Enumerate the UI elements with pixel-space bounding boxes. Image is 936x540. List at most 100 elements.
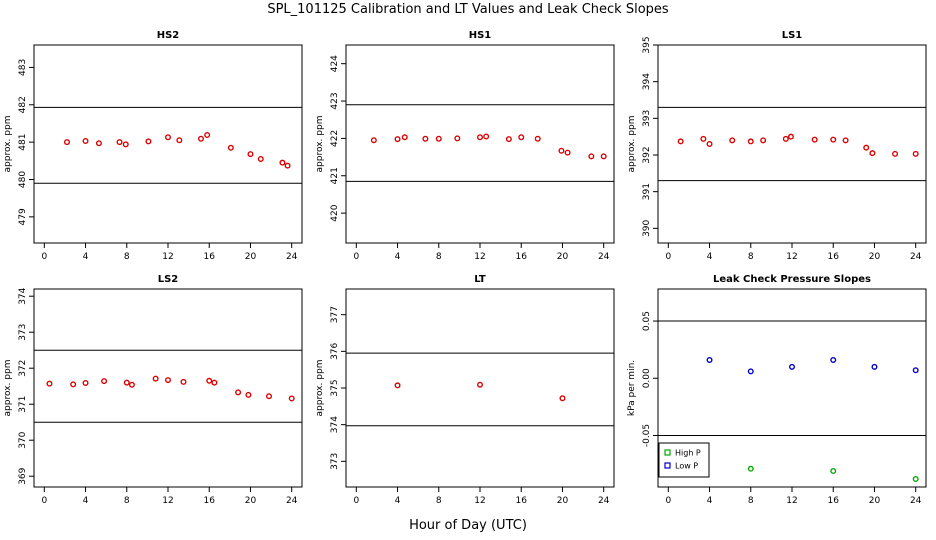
y-tick-label: 371 [18, 396, 28, 413]
data-point [830, 356, 837, 363]
data-point [46, 380, 53, 387]
panel-4: LS2 0 4 8 12 16 20 24 369 370 371 372 373 374 approx. … [3, 274, 303, 506]
data-point [760, 137, 767, 144]
data-point [454, 135, 461, 142]
y-axis-label: approx. ppm [627, 116, 637, 173]
x-tick-label: 4 [83, 252, 89, 262]
y-axis-label: approx. ppm [3, 360, 13, 417]
y-axis-label: approx. ppm [315, 116, 325, 173]
x-tick-label: 4 [83, 496, 89, 506]
y-tick-label: 376 [330, 342, 340, 359]
data-point [534, 135, 541, 142]
y-tick-label: 482 [18, 96, 28, 113]
panel-title: LS1 [782, 30, 803, 41]
legend-box [658, 442, 710, 478]
data-point [830, 467, 837, 474]
y-tick-label: 374 [18, 287, 28, 304]
data-point [284, 162, 291, 169]
data-point [123, 379, 130, 386]
plot-frame [345, 288, 615, 488]
y-tick-label: 483 [18, 59, 28, 76]
y-tick-label: 390 [642, 219, 652, 236]
data-point [477, 381, 484, 388]
y-tick-label: 480 [18, 171, 28, 188]
x-tick-label: 4 [395, 496, 401, 506]
data-point [180, 378, 187, 385]
y-tick-label: 424 [330, 55, 340, 72]
y-tick-label: 369 [18, 467, 28, 484]
data-point [559, 395, 566, 402]
y-tick-label: 394 [642, 73, 652, 90]
data-point [145, 138, 152, 145]
legend-swatch [664, 462, 671, 469]
x-axis-label: Hour of Day (UTC) [409, 518, 527, 533]
data-point [370, 137, 377, 144]
y-tick-label: 479 [18, 208, 28, 225]
y-axis-label: approx. ppm [315, 360, 325, 417]
y-tick-label: 0.00 [642, 368, 652, 388]
data-point [176, 137, 183, 144]
panel-title: LT [474, 274, 486, 285]
x-tick-label: 24 [286, 252, 298, 262]
data-point [483, 133, 490, 140]
x-tick-label: 16 [204, 252, 216, 262]
y-tick-label: 374 [330, 416, 340, 433]
data-point [505, 136, 512, 143]
x-tick-label: 8 [436, 496, 442, 506]
data-point [518, 134, 525, 141]
x-tick-label: 8 [436, 252, 442, 262]
data-point [912, 367, 919, 374]
x-tick-label: 12 [474, 496, 485, 506]
data-point [892, 150, 899, 157]
data-point [63, 139, 70, 146]
data-point [830, 136, 837, 143]
data-point [787, 133, 794, 140]
data-point [266, 393, 273, 400]
data-point [394, 382, 401, 389]
y-tick-label: 370 [18, 431, 28, 448]
data-point [116, 139, 123, 146]
x-tick-label: 0 [41, 252, 47, 262]
data-point [95, 140, 102, 147]
plot-frame [657, 44, 927, 244]
x-tick-label: 16 [516, 496, 528, 506]
x-tick-label: 0 [353, 496, 359, 506]
panel-title: HS1 [469, 30, 492, 41]
y-tick-label: -0.05 [642, 424, 652, 447]
data-point [600, 153, 607, 160]
y-tick-label: 481 [18, 134, 28, 151]
data-point [211, 379, 218, 386]
data-point [706, 356, 713, 363]
panel-3: LS1 0 4 8 12 16 20 24 390 391 392 393 394 395 approx. … [627, 30, 927, 262]
data-point [401, 134, 408, 141]
legend-swatch [664, 449, 671, 456]
data-point [82, 138, 89, 145]
x-tick-label: 16 [828, 496, 840, 506]
x-tick-label: 8 [748, 496, 754, 506]
y-axis-label: kPa per min. [627, 360, 637, 416]
x-tick-label: 0 [353, 252, 359, 262]
legend-label: Low P [675, 462, 698, 471]
x-tick-label: 24 [910, 252, 922, 262]
panel-title: LS2 [158, 274, 179, 285]
data-point [729, 137, 736, 144]
data-point [677, 138, 684, 145]
data-point [204, 132, 211, 139]
data-point [197, 135, 204, 142]
data-point [863, 144, 870, 151]
x-tick-label: 16 [828, 252, 840, 262]
legend: High P Low P [658, 442, 710, 478]
data-point [747, 138, 754, 145]
legend-label: High P [675, 449, 701, 458]
y-tick-label: 375 [330, 379, 340, 396]
data-point [245, 391, 252, 398]
x-tick-label: 24 [286, 496, 298, 506]
data-point [235, 389, 242, 396]
data-point [811, 136, 818, 143]
x-tick-label: 8 [748, 252, 754, 262]
panel-title: HS2 [157, 30, 180, 41]
x-tick-label: 24 [598, 496, 610, 506]
data-point [257, 155, 264, 162]
x-tick-label: 0 [665, 252, 671, 262]
